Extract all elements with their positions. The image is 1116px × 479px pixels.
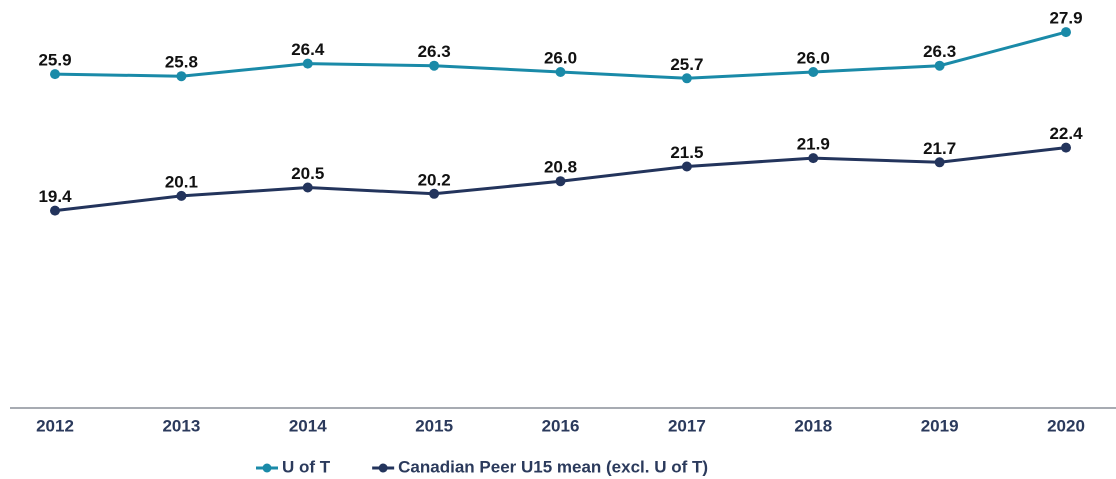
data-label: 26.3 [418, 42, 451, 61]
x-tick-label: 2012 [36, 416, 74, 435]
x-tick-label: 2013 [162, 416, 200, 435]
data-point [934, 60, 945, 71]
data-label: 26.0 [797, 48, 830, 67]
data-point [176, 71, 187, 82]
data-point [681, 73, 692, 84]
data-point [50, 205, 60, 216]
x-tick-label: 2017 [668, 416, 706, 435]
data-point [429, 188, 440, 199]
data-point [302, 182, 313, 193]
legend-dot [378, 463, 388, 473]
data-point [808, 67, 819, 77]
data-point [1061, 27, 1071, 38]
data-label: 20.5 [291, 164, 324, 183]
data-label: 25.9 [38, 51, 71, 70]
data-point [934, 157, 945, 168]
data-label: 26.3 [923, 42, 956, 61]
data-point [1061, 142, 1071, 153]
data-label: 20.1 [165, 172, 198, 191]
data-point [808, 153, 819, 164]
x-tick-label: 2018 [794, 416, 832, 435]
x-tick-label: 2015 [415, 416, 453, 435]
legend-label: U of T [282, 457, 331, 476]
x-tick-label: 2019 [921, 416, 959, 435]
data-point [302, 58, 313, 69]
data-label: 22.4 [1049, 124, 1083, 143]
x-tick-label: 2014 [289, 416, 327, 435]
data-label: 21.9 [797, 135, 830, 154]
legend-label: Canadian Peer U15 mean (excl. U of T) [398, 457, 708, 476]
data-point [176, 190, 187, 201]
data-label: 25.7 [670, 55, 703, 74]
data-label: 20.8 [544, 158, 577, 177]
data-label: 26.0 [544, 48, 577, 67]
data-point [681, 161, 692, 172]
data-point [50, 69, 60, 80]
data-point [555, 176, 566, 187]
data-label: 26.4 [291, 40, 325, 59]
data-label: 19.4 [38, 187, 72, 206]
data-point [555, 67, 566, 77]
data-point [429, 60, 440, 71]
legend-dot [262, 463, 272, 473]
data-label: 25.8 [165, 53, 198, 72]
data-label: 20.2 [418, 170, 451, 189]
x-tick-label: 2020 [1047, 416, 1085, 435]
data-label: 27.9 [1049, 9, 1082, 28]
data-label: 21.5 [670, 143, 703, 162]
data-label: 21.7 [923, 139, 956, 158]
x-tick-label: 2016 [542, 416, 580, 435]
